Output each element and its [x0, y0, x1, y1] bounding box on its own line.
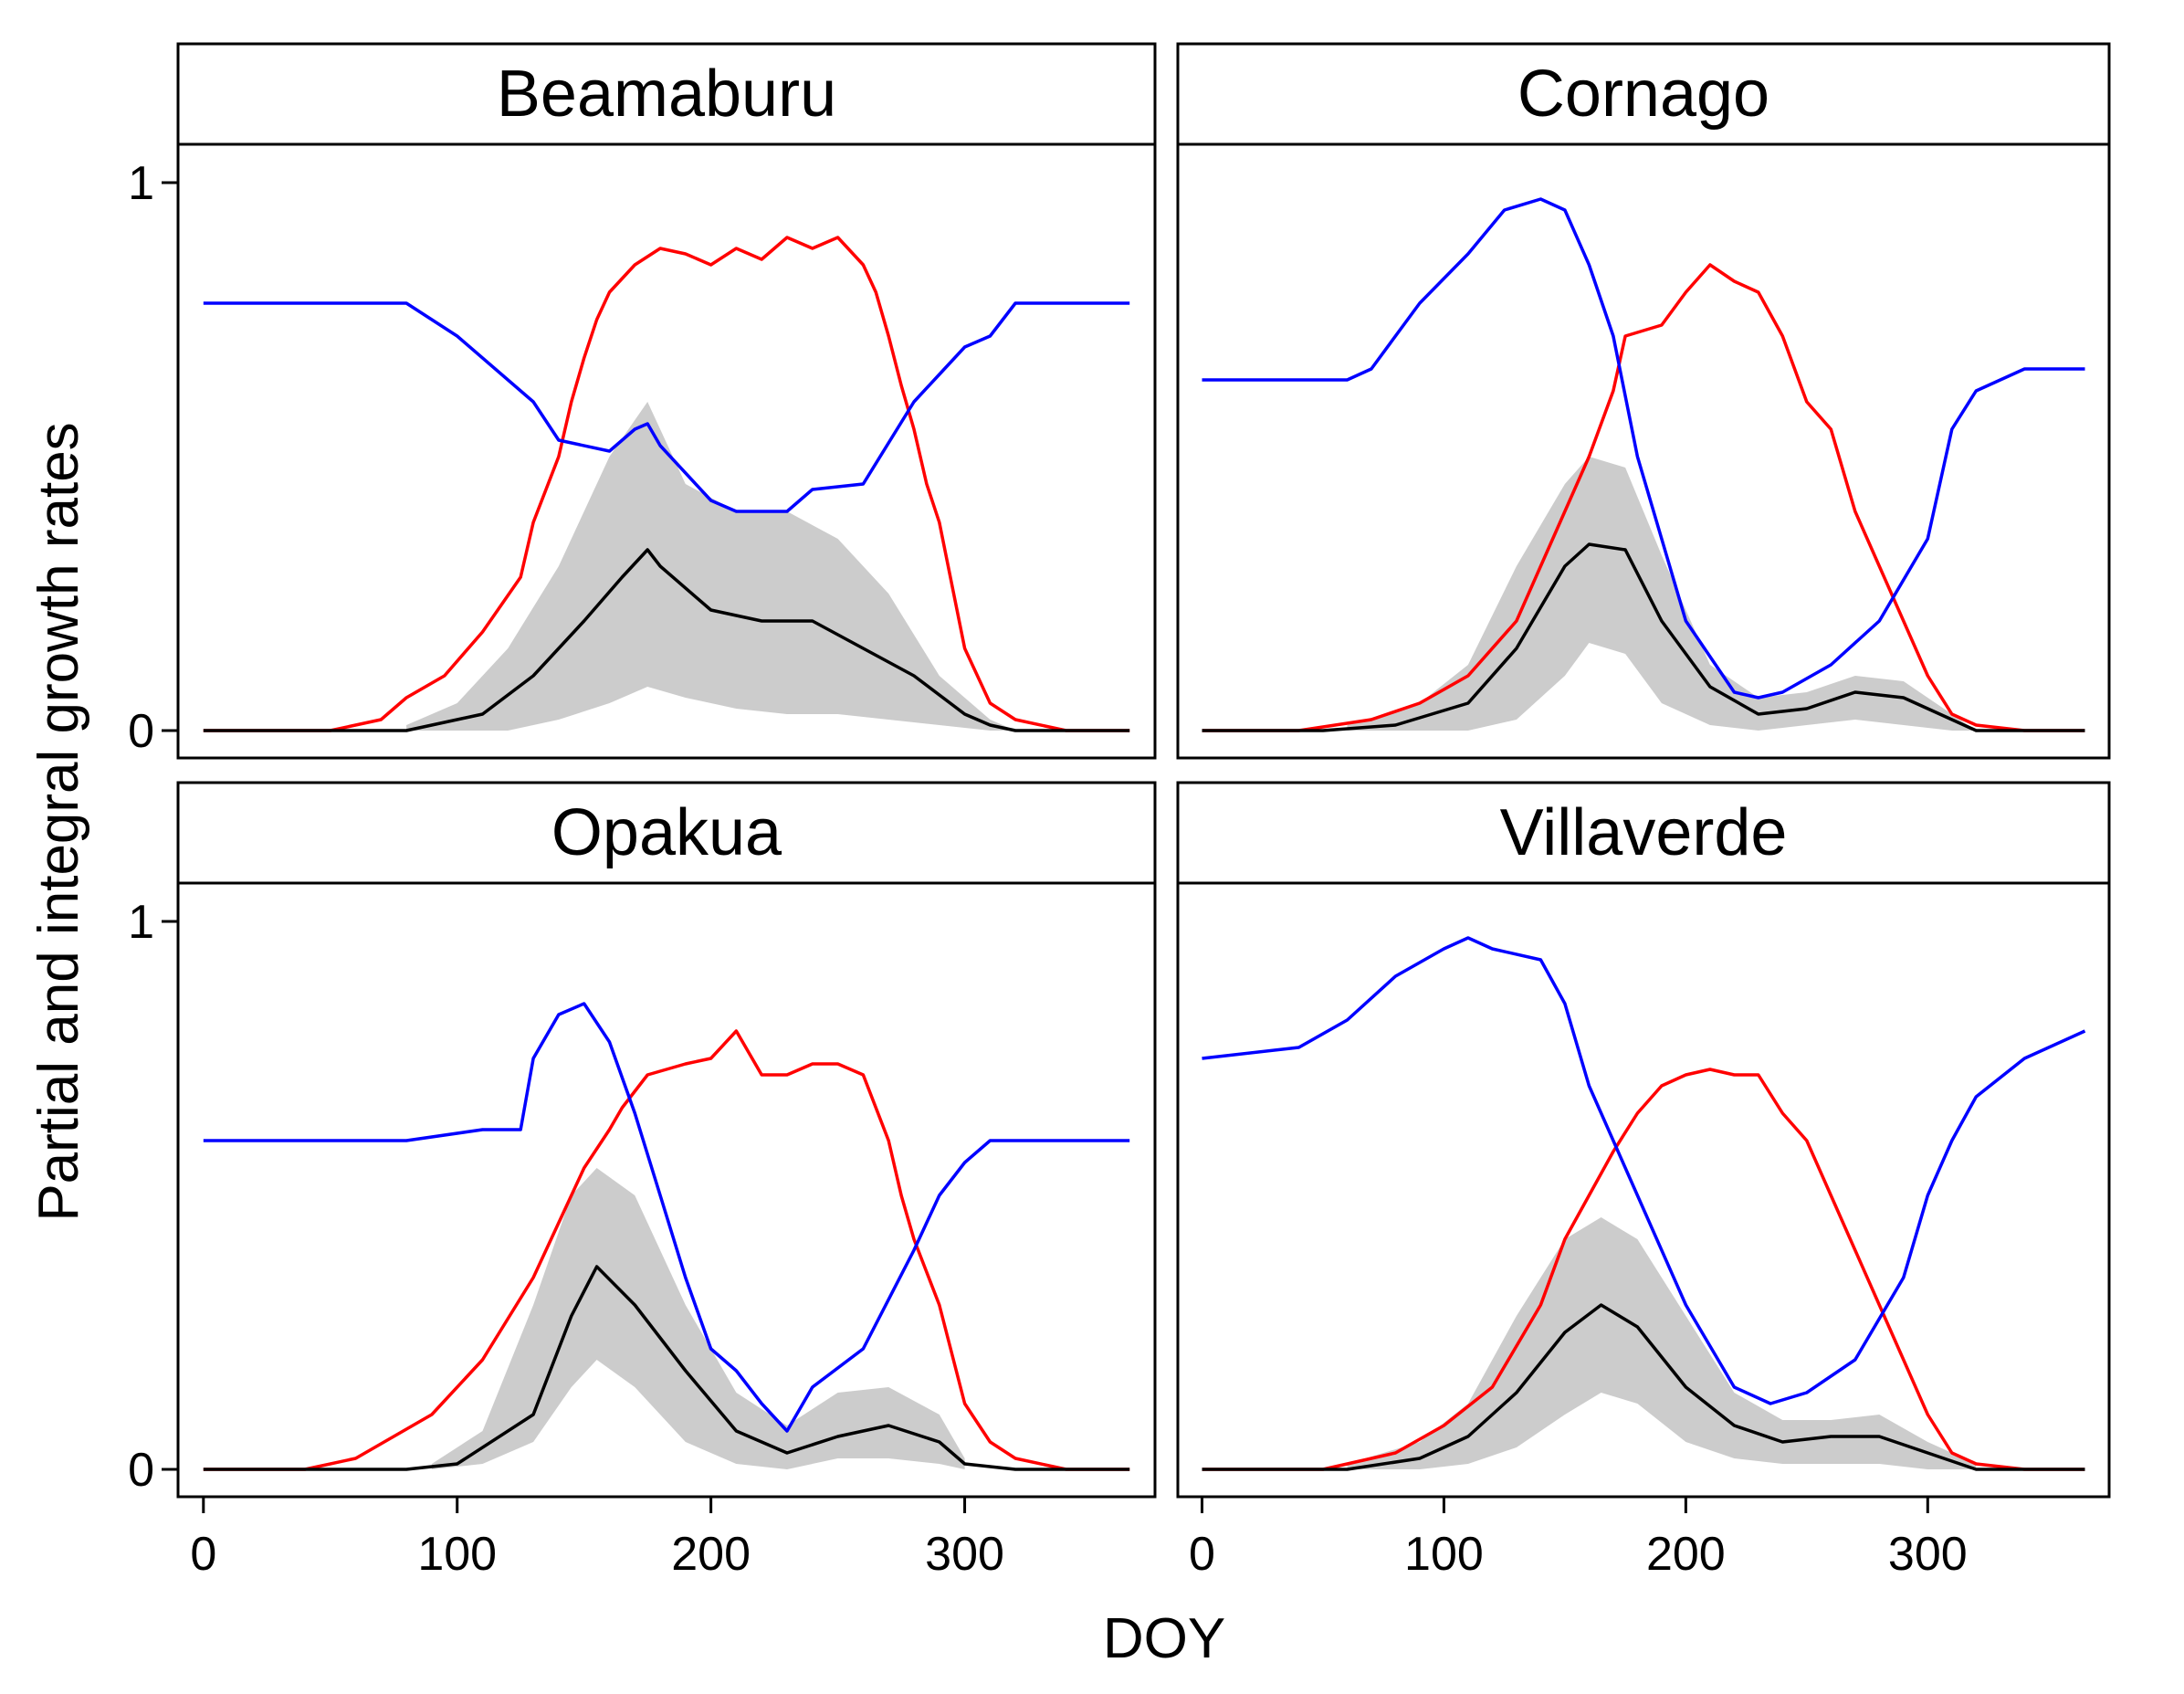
series-beamaburu — [203, 236, 1130, 732]
x-tick-label: 100 — [417, 1528, 497, 1581]
x-tick-label: 200 — [671, 1528, 751, 1581]
strip-title-beamaburu: Beamaburu — [497, 58, 836, 131]
y-tick-label: 1 — [128, 896, 154, 949]
x-axis-title: DOY — [1103, 1607, 1225, 1670]
series-opakua — [203, 1002, 1130, 1471]
opakua-blue-line — [203, 1002, 1130, 1433]
y-axis-title: Partial and integral growth rates — [27, 422, 90, 1221]
beamaburu-red-line — [203, 236, 1130, 732]
x-tick-label: 300 — [1888, 1528, 1968, 1581]
series-cornago — [1202, 197, 2085, 732]
panel-opakua: Opakua — [176, 781, 1157, 1499]
cornago-red-line — [1202, 263, 2085, 732]
opakua-uncertainty-band — [431, 1168, 965, 1469]
villaverde-blue-line — [1202, 936, 2086, 1405]
strip-cornago — [1176, 42, 2111, 146]
y-tick-label: 0 — [128, 1444, 154, 1497]
beamaburu-blue-line — [203, 301, 1130, 513]
villaverde-red-line — [1202, 1068, 2085, 1471]
panel-beamaburu: Beamaburu — [176, 42, 1157, 760]
cornago-blue-line — [1202, 197, 2085, 700]
x-tick-label: 100 — [1404, 1528, 1484, 1581]
villaverde-uncertainty-band — [1347, 1217, 1977, 1469]
y-tick-label: 1 — [128, 157, 154, 210]
series-villaverde — [1202, 936, 2086, 1471]
strip-title-villaverde: Villaverde — [1500, 796, 1788, 869]
strip-villaverde — [1176, 781, 2111, 885]
panel-villaverde: Villaverde — [1176, 781, 2111, 1499]
opakua-black-line — [203, 1265, 1130, 1471]
axes: 0 1 0 1 0 100 200 300 0 100 200 300 — [128, 144, 1968, 1581]
x-tick-label: 0 — [190, 1528, 216, 1581]
villaverde-black-line — [1202, 1303, 2085, 1471]
cornago-black-line — [1202, 542, 2085, 732]
panel-cornago: Cornago — [1176, 42, 2111, 760]
x-tick-label: 300 — [925, 1528, 1004, 1581]
strip-opakua — [176, 781, 1157, 885]
strip-beamaburu — [176, 42, 1157, 146]
opakua-red-line — [203, 1029, 1130, 1471]
x-tick-label: 0 — [1189, 1528, 1215, 1581]
strip-title-opakua: Opakua — [551, 796, 782, 869]
beamaburu-black-line — [203, 548, 1130, 732]
strip-title-cornago: Cornago — [1517, 58, 1769, 131]
y-tick-label: 0 — [128, 705, 154, 758]
x-tick-label: 200 — [1646, 1528, 1726, 1581]
